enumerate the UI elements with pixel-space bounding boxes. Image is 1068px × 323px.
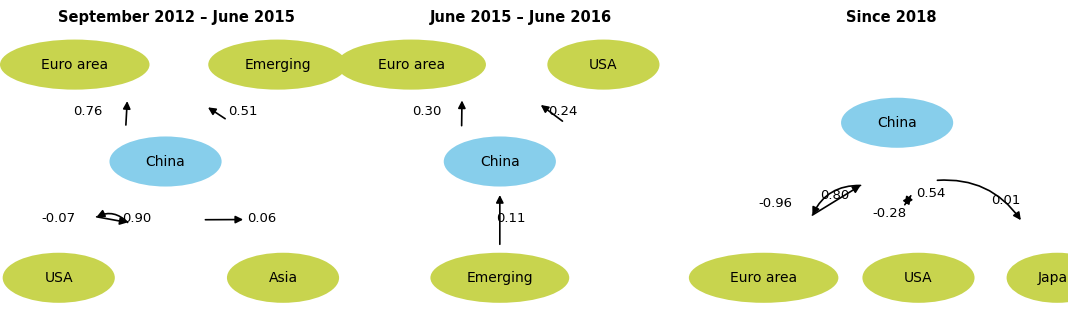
Text: 0.11: 0.11 <box>496 212 525 224</box>
Ellipse shape <box>3 253 115 303</box>
Text: 0.06: 0.06 <box>247 212 277 224</box>
Text: Euro area: Euro area <box>378 57 444 72</box>
Text: September 2012 – June 2015: September 2012 – June 2015 <box>58 10 295 25</box>
Text: USA: USA <box>590 57 617 72</box>
Text: 0.30: 0.30 <box>412 105 442 118</box>
Text: -0.28: -0.28 <box>873 207 907 220</box>
FancyArrowPatch shape <box>904 197 910 205</box>
FancyArrowPatch shape <box>813 186 859 215</box>
Text: 0.24: 0.24 <box>548 105 578 118</box>
Text: Emerging: Emerging <box>467 271 533 285</box>
FancyArrowPatch shape <box>938 180 1020 219</box>
Text: -0.96: -0.96 <box>758 197 792 210</box>
Text: 0.51: 0.51 <box>227 105 257 118</box>
Text: China: China <box>877 116 917 130</box>
Ellipse shape <box>689 253 838 303</box>
Text: China: China <box>145 154 186 169</box>
Text: 0.01: 0.01 <box>991 194 1021 207</box>
Ellipse shape <box>109 136 222 186</box>
Text: 0.90: 0.90 <box>122 212 152 224</box>
Text: Euro area: Euro area <box>731 271 797 285</box>
FancyArrowPatch shape <box>205 216 241 223</box>
Text: Emerging: Emerging <box>245 57 311 72</box>
Text: 0.80: 0.80 <box>820 189 850 202</box>
Ellipse shape <box>430 253 569 303</box>
Text: USA: USA <box>45 271 73 285</box>
Ellipse shape <box>547 39 660 89</box>
FancyArrowPatch shape <box>906 196 912 203</box>
FancyArrowPatch shape <box>97 217 126 224</box>
Text: Japan: Japan <box>1038 271 1068 285</box>
FancyArrowPatch shape <box>124 103 130 125</box>
Ellipse shape <box>0 39 150 89</box>
FancyArrowPatch shape <box>98 211 127 223</box>
Text: Euro area: Euro area <box>42 57 108 72</box>
FancyArrowPatch shape <box>813 185 861 214</box>
Ellipse shape <box>842 98 954 148</box>
Text: Since 2018: Since 2018 <box>847 10 937 25</box>
FancyArrowPatch shape <box>543 106 563 121</box>
Ellipse shape <box>444 136 555 186</box>
Text: June 2015 – June 2016: June 2015 – June 2016 <box>430 10 612 25</box>
Text: 0.76: 0.76 <box>73 105 103 118</box>
Text: -0.07: -0.07 <box>42 212 76 224</box>
FancyArrowPatch shape <box>209 109 225 119</box>
Ellipse shape <box>863 253 975 303</box>
Ellipse shape <box>1006 253 1068 303</box>
Ellipse shape <box>336 39 486 89</box>
Text: Asia: Asia <box>268 271 298 285</box>
Text: 0.54: 0.54 <box>916 187 946 200</box>
FancyArrowPatch shape <box>459 102 465 126</box>
Ellipse shape <box>208 39 347 89</box>
FancyArrowPatch shape <box>497 197 503 244</box>
Text: USA: USA <box>905 271 932 285</box>
Text: China: China <box>480 154 520 169</box>
Ellipse shape <box>227 253 340 303</box>
